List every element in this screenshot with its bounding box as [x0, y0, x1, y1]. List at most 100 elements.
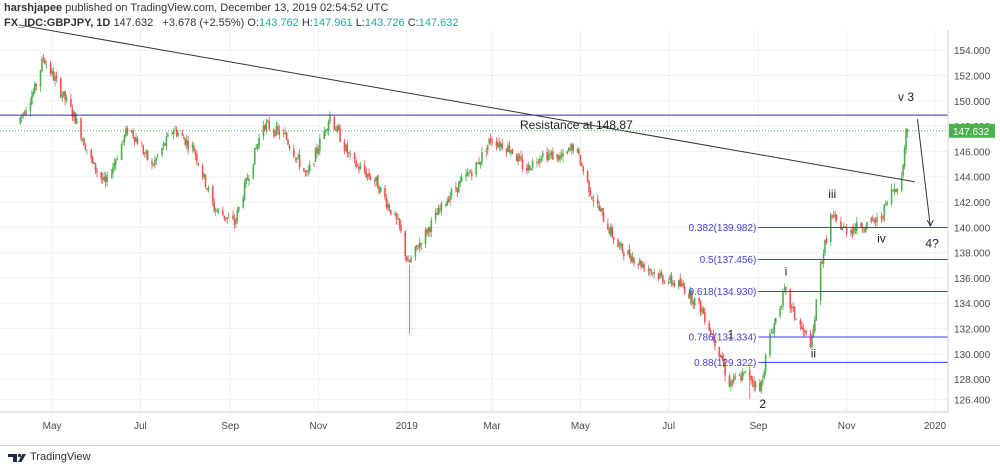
- candle-down: [142, 146, 145, 154]
- candle-up: [510, 150, 512, 154]
- price-axis[interactable]: 154.000152.000150.000148.000146.000144.0…: [947, 30, 995, 413]
- candle-down: [588, 180, 590, 193]
- candle-down: [429, 227, 431, 232]
- candle-down: [809, 334, 812, 347]
- candle-up: [497, 143, 499, 148]
- candle-down: [333, 116, 336, 130]
- candle-up: [902, 165, 904, 176]
- candle-down: [64, 91, 66, 101]
- candle-up: [45, 64, 48, 66]
- candle-up: [125, 128, 127, 136]
- candle-up: [154, 160, 156, 165]
- candle-down: [293, 148, 295, 157]
- candle-up: [32, 91, 35, 97]
- candle-down: [232, 215, 234, 220]
- candle-up: [783, 287, 786, 291]
- candle-down: [892, 189, 894, 191]
- author[interactable]: harshjapee: [4, 2, 63, 14]
- candle-up: [667, 281, 670, 284]
- candle-up: [113, 163, 116, 168]
- candle-up: [795, 319, 797, 321]
- tradingview-logo-icon[interactable]: [6, 449, 28, 465]
- candle-down: [187, 140, 189, 149]
- candle-down: [552, 151, 554, 160]
- candle-up: [191, 144, 194, 148]
- candle-up: [763, 371, 765, 379]
- candle-up: [252, 164, 255, 179]
- candle-up: [779, 308, 781, 317]
- candle-down: [744, 370, 747, 372]
- candle-down: [84, 145, 87, 150]
- candle-up: [689, 290, 692, 299]
- candle-down: [274, 130, 276, 137]
- candle-up: [764, 354, 767, 372]
- price-tick-label: 134.000: [954, 299, 991, 310]
- candle-down: [579, 155, 582, 166]
- candle-down: [699, 300, 702, 313]
- candle-down: [363, 164, 366, 173]
- candle-down: [792, 307, 794, 309]
- price-tick-label: 150.000: [954, 97, 991, 108]
- brand-name[interactable]: TradingView: [30, 451, 91, 463]
- time-tick-label: Nov: [838, 421, 856, 432]
- candle-up: [903, 147, 906, 167]
- candle-down: [537, 161, 540, 163]
- candle-up: [262, 125, 265, 137]
- candle-down: [447, 199, 450, 202]
- candle-up: [499, 143, 502, 147]
- fib-level-label: 0.88(129.322): [694, 358, 756, 369]
- candle-up: [397, 219, 399, 220]
- candle-up: [568, 147, 570, 151]
- candle-up: [242, 198, 244, 208]
- candle-up: [216, 210, 218, 212]
- candle-up: [539, 158, 541, 163]
- high-label: H:: [301, 17, 313, 29]
- candle-down: [485, 150, 488, 152]
- candle-down: [384, 188, 386, 198]
- candle-down: [683, 286, 686, 294]
- candle-up: [177, 132, 179, 137]
- candle-down: [851, 229, 854, 233]
- candle-up: [255, 147, 257, 149]
- candle-down: [132, 130, 134, 137]
- candle-up: [427, 227, 430, 233]
- candle-down: [612, 237, 615, 241]
- time-axis[interactable]: May Jul Sep Nov 2019 Mar May Jul Sep Nov 2020: [0, 411, 948, 432]
- time-tick-label: Sep: [221, 421, 239, 432]
- candle-down: [602, 212, 605, 222]
- candle-down: [389, 209, 392, 215]
- price-tick-label: 146.000: [954, 147, 991, 158]
- candle-down: [621, 243, 624, 252]
- candle-up: [86, 149, 88, 151]
- candle-up: [459, 180, 462, 183]
- candle-down: [211, 186, 214, 203]
- candle-down: [469, 171, 472, 173]
- candle-down: [206, 188, 208, 190]
- candle-up: [780, 306, 783, 308]
- wave-label: ii: [811, 347, 816, 361]
- candle-up: [475, 162, 477, 175]
- candle-up: [243, 183, 246, 200]
- candle-up: [145, 151, 147, 153]
- candle-down: [546, 151, 548, 161]
- candle-up: [693, 298, 696, 306]
- candle-up: [876, 217, 878, 222]
- candle-up: [51, 70, 53, 74]
- candle-up: [430, 220, 433, 232]
- change-value: +3.678 (+2.55%): [162, 17, 245, 29]
- candle-down: [346, 144, 349, 154]
- candle-down: [136, 138, 139, 145]
- symbol[interactable]: FX_IDC:GBPJPY, 1D: [4, 17, 111, 29]
- candle-up: [29, 103, 32, 112]
- candle-down: [731, 380, 734, 383]
- candle-up: [527, 164, 530, 171]
- candle-down: [662, 275, 664, 283]
- candle-up: [161, 148, 163, 156]
- candle-up: [770, 332, 773, 334]
- candle-down: [74, 112, 77, 124]
- candle-down: [268, 121, 271, 130]
- wave-label: i: [785, 264, 788, 278]
- price-tick-label: 138.000: [954, 249, 991, 260]
- candle-up: [556, 154, 559, 159]
